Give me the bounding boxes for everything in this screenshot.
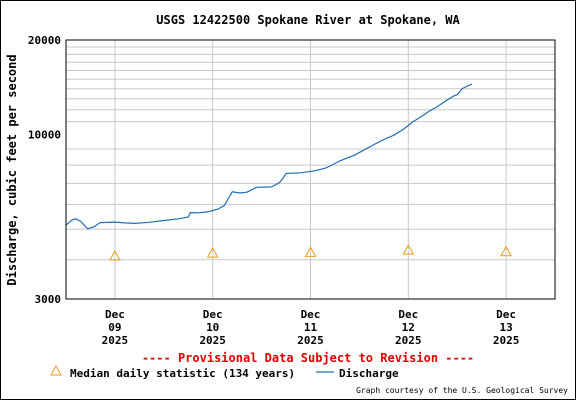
x-tick-label: 11 bbox=[304, 321, 318, 334]
x-tick-label: Dec bbox=[398, 308, 418, 321]
x-tick-label: Dec bbox=[203, 308, 223, 321]
x-tick-label: Dec bbox=[301, 308, 321, 321]
plot-area-border bbox=[65, 39, 556, 300]
x-tick-label: 09 bbox=[108, 321, 121, 334]
x-tick-label: Dec bbox=[496, 308, 516, 321]
series-layer bbox=[65, 83, 512, 261]
x-tick-label: 2025 bbox=[395, 334, 422, 347]
x-tick-label: 12 bbox=[402, 321, 415, 334]
median-marker bbox=[500, 245, 512, 257]
legend: Median daily statistic (134 years) Discha… bbox=[50, 364, 399, 380]
discharge-line bbox=[65, 83, 473, 230]
y-tick-labels: 3000 10000 20000 bbox=[28, 34, 61, 306]
chart-title: USGS 12422500 Spokane River at Spokane, … bbox=[156, 13, 460, 27]
x-tick-label: 2025 bbox=[102, 334, 129, 347]
y-tick-label: 3000 bbox=[35, 293, 62, 306]
credit-text: Graph courtesy of the U.S. Geological Su… bbox=[356, 386, 568, 395]
x-tick-label: 2025 bbox=[493, 334, 520, 347]
x-tick-label: 10 bbox=[206, 321, 219, 334]
provisional-notice: ---- Provisional Data Subject to Revisio… bbox=[142, 351, 474, 365]
median-marker bbox=[304, 246, 317, 257]
x-tick-label: Dec bbox=[105, 308, 125, 321]
y-axis-label: Discharge, cubic feet per second bbox=[5, 54, 19, 285]
x-tick-label: 13 bbox=[499, 321, 512, 334]
median-marker bbox=[402, 244, 415, 255]
x-tick-label: 2025 bbox=[297, 334, 324, 347]
y-tick-label: 20000 bbox=[28, 34, 61, 47]
x-tick-label: 2025 bbox=[199, 334, 226, 347]
y-tick-label: 10000 bbox=[28, 129, 61, 142]
legend-triangle-symbol bbox=[50, 364, 62, 376]
x-tick-labels: Dec092025Dec102025Dec112025Dec122025Dec1… bbox=[102, 308, 520, 347]
median-marker bbox=[206, 247, 219, 258]
legend-discharge-label: Discharge bbox=[339, 367, 399, 380]
legend-median-label: Median daily statistic (134 years) bbox=[70, 367, 295, 380]
median-marker bbox=[109, 249, 121, 261]
grid-lines bbox=[66, 40, 555, 299]
